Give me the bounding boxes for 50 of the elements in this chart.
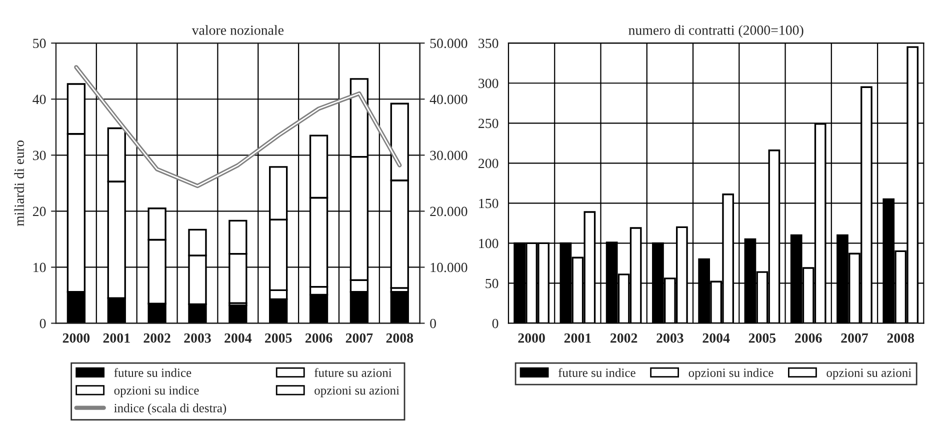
x-tick-label: 2008	[887, 333, 914, 343]
x-tick-label: 2002	[610, 333, 638, 343]
legend-label: future su indice	[558, 368, 636, 377]
x-tick-label: 2003	[184, 333, 211, 343]
chart-title: valore nozionale	[192, 25, 284, 35]
y-tick-label: 250	[478, 118, 498, 128]
y-tick-label: 50	[486, 278, 498, 288]
x-tick-label: 2001	[564, 333, 591, 343]
y-tick-label: 300	[478, 78, 498, 88]
legend-label: opzioni su indice	[114, 386, 199, 398]
y-tick-label: 40	[32, 94, 46, 104]
y-tick-label: 100	[479, 238, 498, 248]
legend-label: opzioni su azioni	[314, 386, 400, 398]
y-tick-label: 0	[40, 318, 46, 328]
y-tick-label: 0	[492, 318, 498, 328]
x-tick-label: 2004	[702, 333, 730, 343]
y-axis-title: miliardi di euro	[14, 140, 24, 226]
x-tick-label: 2007	[346, 333, 373, 343]
legend-label: future su indice	[114, 368, 192, 377]
x-tick-label: 2000	[62, 333, 90, 343]
y2-tick-label: 0	[430, 318, 436, 328]
x-tick-label: 2006	[305, 333, 332, 343]
y-tick-label: 50	[33, 38, 46, 48]
y-tick-label: 20	[32, 206, 46, 216]
bar	[390, 291, 409, 324]
legend-label: opzioni su azioni	[826, 368, 912, 380]
x-tick-label: 2005	[265, 333, 292, 343]
x-tick-label: 2008	[386, 333, 414, 343]
y2-tick-label: 10.000	[430, 262, 468, 272]
x-tick-label: 2004	[224, 333, 252, 343]
x-tick-label: 2007	[841, 333, 868, 343]
y-tick-label: 200	[478, 158, 498, 168]
x-tick-label: 2002	[144, 333, 170, 343]
y-tick-label: 150	[479, 198, 498, 208]
x-tick-label: 2003	[656, 333, 684, 343]
y2-tick-label: 50.000	[430, 38, 468, 48]
x-tick-label: 2000	[518, 333, 545, 343]
legend-label: opzioni su indice	[688, 368, 774, 380]
y-tick-label: 30	[33, 150, 46, 160]
y2-tick-label: 30.000	[430, 150, 468, 160]
x-tick-label: 2001	[103, 333, 130, 343]
chart-title: numero di contratti (2000=100)	[628, 25, 804, 38]
legend-label: future su azioni	[314, 368, 392, 377]
y-tick-label: 350	[478, 38, 498, 48]
legend-label: indice (scala di destra)	[114, 404, 226, 415]
y-tick-label: 10	[34, 262, 46, 272]
x-tick-label: 2005	[748, 333, 776, 343]
x-tick-label: 2006	[795, 333, 822, 343]
y2-tick-label: 20.000	[430, 206, 468, 216]
y2-tick-label: 40.000	[430, 94, 468, 104]
